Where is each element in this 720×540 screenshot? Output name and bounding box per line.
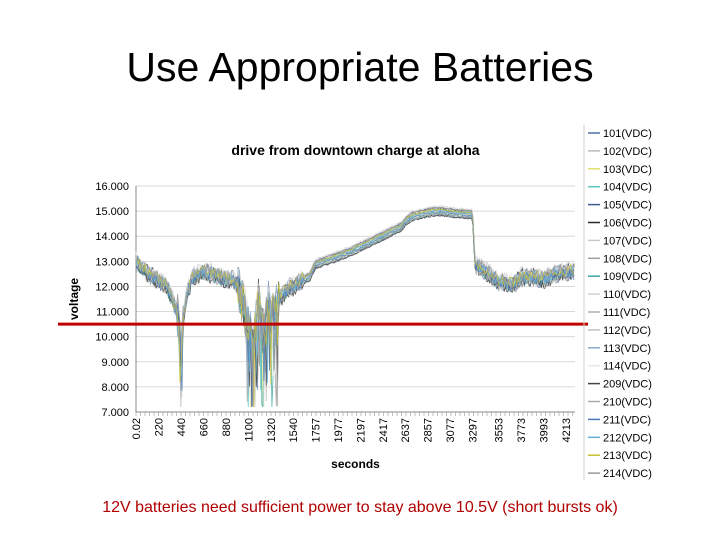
legend-label: 113(VDC) (603, 343, 651, 355)
x-tick-label: 1320 (266, 418, 278, 442)
y-tick-label: 11.000 (96, 307, 129, 319)
y-axis-label: voltage (67, 278, 81, 320)
series-line-102vdc (135, 212, 575, 402)
x-tick-label: 1540 (288, 418, 300, 442)
legend-label: 109(VDC) (603, 271, 652, 283)
series-line-211vdc (135, 210, 575, 408)
legend-label: 111(VDC) (603, 307, 650, 319)
chart-container: drive from downtown charge at aloha 16.00… (58, 125, 680, 480)
series-line-101vdc (135, 214, 575, 398)
legend-label: 108(VDC) (603, 253, 652, 265)
series-line-213vdc (135, 208, 575, 408)
legend-label: 102(VDC) (603, 146, 652, 158)
series-line-214vdc (135, 206, 575, 408)
legend-label: 106(VDC) (603, 218, 652, 230)
legend-label: 210(VDC) (603, 397, 652, 409)
y-tick-label: 10.000 (95, 332, 129, 344)
x-tick-label: 0.02 (131, 418, 143, 439)
legend-label: 212(VDC) (603, 432, 652, 444)
legend-label: 214(VDC) (603, 468, 652, 480)
voltage-chart: drive from downtown charge at aloha 16.00… (58, 125, 652, 480)
chart-title: drive from downtown charge at aloha (231, 142, 479, 158)
legend-label: 104(VDC) (603, 182, 652, 194)
x-tick-label: 1757 (310, 418, 322, 442)
y-tick-label: 9.000 (101, 357, 129, 369)
y-tick-label: 14.000 (95, 231, 129, 243)
series-line-111vdc (135, 209, 575, 408)
x-tick-label: 1977 (333, 418, 345, 442)
series-line-109vdc (135, 212, 575, 408)
x-tick-label: 3553 (494, 418, 506, 442)
legend-label: 101(VDC) (603, 128, 652, 140)
slide-title: Use Appropriate Batteries (126, 44, 594, 90)
y-tick-label: 7.000 (101, 407, 129, 419)
x-tick-label: 3297 (468, 418, 480, 442)
y-tick-label: 13.000 (95, 256, 129, 268)
y-tick-label: 15.000 (95, 206, 129, 218)
legend-label: 114(VDC) (603, 361, 651, 373)
series-line-106vdc (135, 206, 575, 406)
series-line-104vdc (135, 209, 575, 408)
x-tick-label: 3077 (445, 418, 457, 442)
legend-label: 110(VDC) (603, 289, 651, 301)
x-axis-label: seconds (331, 457, 380, 471)
x-tick-label: 440 (176, 418, 188, 436)
x-tick-label: 4213 (561, 418, 573, 442)
x-tick-label: 220 (153, 418, 165, 436)
series-line-103vdc (135, 211, 575, 408)
x-tick-label: 3993 (539, 418, 551, 442)
x-tick-label: 2197 (355, 418, 367, 442)
legend-label: 112(VDC) (603, 325, 651, 337)
y-tick-label: 12.000 (95, 281, 129, 293)
legend-label: 209(VDC) (603, 379, 652, 391)
legend-label: 103(VDC) (603, 164, 652, 176)
x-tick-label: 1100 (243, 418, 255, 442)
x-tick-label: 3773 (516, 418, 528, 442)
x-tick-label: 2857 (423, 418, 435, 442)
legend-label: 213(VDC) (603, 450, 652, 462)
x-tick-label: 660 (198, 418, 210, 436)
y-tick-label: 8.000 (101, 382, 129, 394)
legend-label: 107(VDC) (603, 235, 652, 247)
x-tick-label: 2637 (400, 418, 412, 442)
x-tick-label: 880 (221, 418, 233, 436)
slide-caption: 12V batteries need sufficient power to s… (102, 499, 618, 516)
y-tick-label: 16.000 (95, 181, 129, 193)
legend-label: 105(VDC) (603, 200, 652, 212)
x-tick-label: 2417 (378, 418, 390, 442)
series-line-113vdc (135, 206, 575, 394)
legend-label: 211(VDC) (603, 414, 651, 426)
series-line-210vdc (135, 212, 575, 407)
